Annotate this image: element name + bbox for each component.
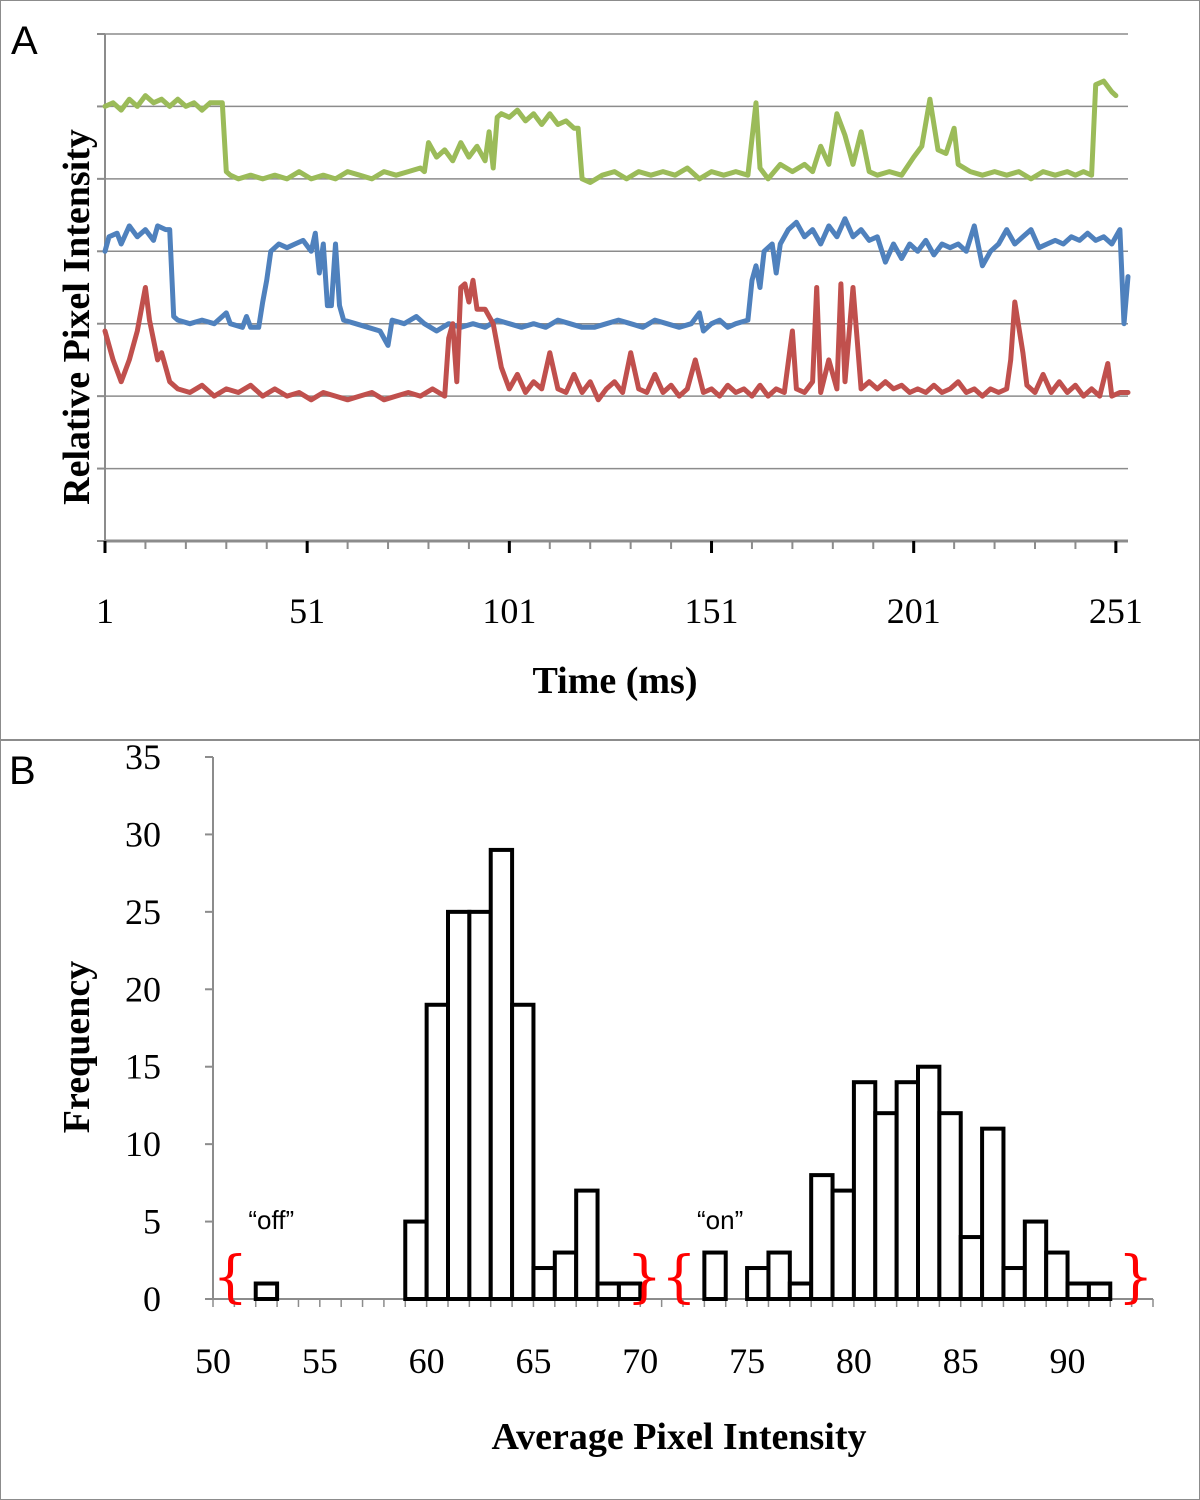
- x-tick-label: 55: [302, 1341, 338, 1381]
- x-tick-label: 80: [836, 1341, 872, 1381]
- series-line: [102, 216, 1131, 348]
- y-tick-label: 25: [125, 892, 161, 932]
- x-tick-label: 1: [96, 591, 114, 631]
- histogram-bar: [894, 1080, 920, 1302]
- y-tick-label: 0: [143, 1279, 161, 1319]
- histogram-bar: [851, 1080, 878, 1302]
- histogram-bar: [1044, 1250, 1070, 1301]
- histogram-bar: [1086, 1281, 1113, 1301]
- histogram-bar: [980, 1126, 1006, 1301]
- y-tick-label: 15: [125, 1047, 161, 1087]
- close-brace: }: [626, 1245, 662, 1310]
- histogram-bar: [937, 1111, 963, 1301]
- y-tick-label: 10: [125, 1124, 161, 1164]
- x-tick-label: 51: [289, 591, 325, 631]
- histogram-chart: 0 5 10 15 20 25 30 35 50 55 60 65 70 75 80 85 90 {} “off” {…: [56, 741, 1154, 1458]
- histogram-bar: [830, 1188, 856, 1302]
- series-line: [102, 78, 1119, 185]
- histogram-bar: [424, 1002, 450, 1301]
- histogram-bar: [531, 1266, 557, 1301]
- panel-a-label: A: [11, 19, 38, 63]
- x-tick-label: 101: [482, 591, 536, 631]
- y-axis-title: Relative Pixel Intensity: [56, 129, 98, 505]
- x-axis-title: Average Pixel Intensity: [492, 1416, 867, 1458]
- histogram-bar: [766, 1250, 792, 1301]
- histogram-bar: [1022, 1219, 1049, 1302]
- annotation-label: “off”: [248, 1205, 294, 1235]
- histogram-bar: [510, 1002, 536, 1301]
- histogram-bar: [1065, 1281, 1091, 1301]
- histogram-bar: [253, 1281, 280, 1301]
- series-line: [102, 277, 1131, 403]
- x-tick-label: 65: [515, 1341, 551, 1381]
- annotation-label: “on”: [697, 1205, 743, 1235]
- x-tick-label: 251: [1089, 591, 1143, 631]
- open-brace: {: [213, 1245, 249, 1310]
- y-tick-label: 35: [125, 741, 161, 777]
- histogram-bar: [916, 1064, 942, 1302]
- x-tick-label: 70: [622, 1341, 658, 1381]
- close-brace: }: [1118, 1245, 1154, 1310]
- histogram-bar: [702, 1250, 728, 1301]
- open-brace: {: [661, 1245, 697, 1310]
- y-tick-label: 5: [143, 1202, 161, 1242]
- x-tick-label: 151: [685, 591, 739, 631]
- histogram-bar: [809, 1173, 835, 1301]
- histogram-bar: [745, 1266, 771, 1301]
- x-tick-label: 60: [409, 1341, 445, 1381]
- panel-a: A 1 51 101 151 201 251 Time (ms) Relative Pixel…: [0, 0, 1200, 740]
- x-tick-label: 75: [729, 1341, 765, 1381]
- histogram-bar: [446, 909, 472, 1301]
- x-tick-label: 90: [1050, 1341, 1086, 1381]
- histogram-bar: [958, 1235, 985, 1301]
- panel-b-label: B: [9, 749, 36, 793]
- y-axis-title: Frequency: [56, 961, 98, 1133]
- histogram-bar: [467, 909, 493, 1301]
- histogram-bar: [488, 847, 515, 1302]
- y-tick-label: 20: [125, 969, 161, 1009]
- x-tick-label: 50: [195, 1341, 231, 1381]
- histogram-bar: [595, 1281, 621, 1301]
- x-tick-label: 201: [887, 591, 941, 631]
- histogram-bar: [552, 1250, 579, 1301]
- histogram-bar: [574, 1188, 600, 1302]
- panel-b: B 0 5 10 15 20 25 30 35 50 55 60 65 70 75 80 85 90 {} “off…: [0, 740, 1200, 1500]
- y-tick-label: 30: [125, 814, 161, 854]
- histogram-bar: [1001, 1266, 1027, 1301]
- x-axis-title: Time (ms): [533, 660, 698, 702]
- x-tick-label: 85: [943, 1341, 979, 1381]
- histogram-bar: [403, 1219, 429, 1302]
- histogram-bar: [787, 1281, 814, 1301]
- histogram-bar: [616, 1281, 643, 1301]
- histogram-bar: [873, 1111, 899, 1301]
